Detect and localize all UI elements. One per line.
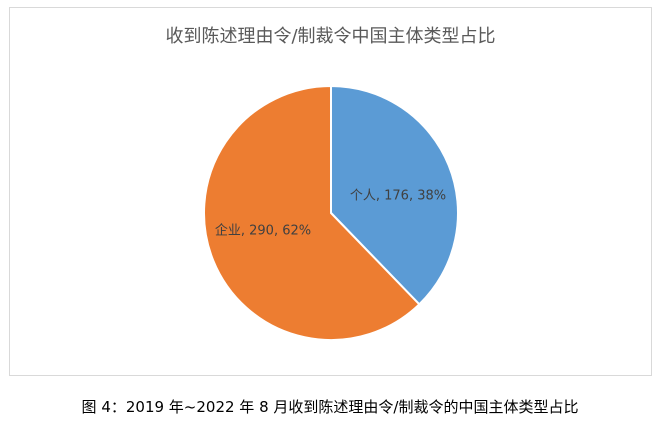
data-label-1: 个人, 176, 38% (350, 189, 446, 204)
pie-slice-1 (330, 84, 459, 306)
pie-slice-2 (203, 84, 421, 341)
data-label-2: 企业, 290, 62% (215, 223, 311, 239)
chart-title: 收到陈述理由令/制裁令中国主体类型占比 (165, 26, 496, 47)
figure-caption: 图 4：2019 年~2022 年 8 月收到陈述理由令/制裁令的中国主体类型占… (81, 398, 579, 416)
